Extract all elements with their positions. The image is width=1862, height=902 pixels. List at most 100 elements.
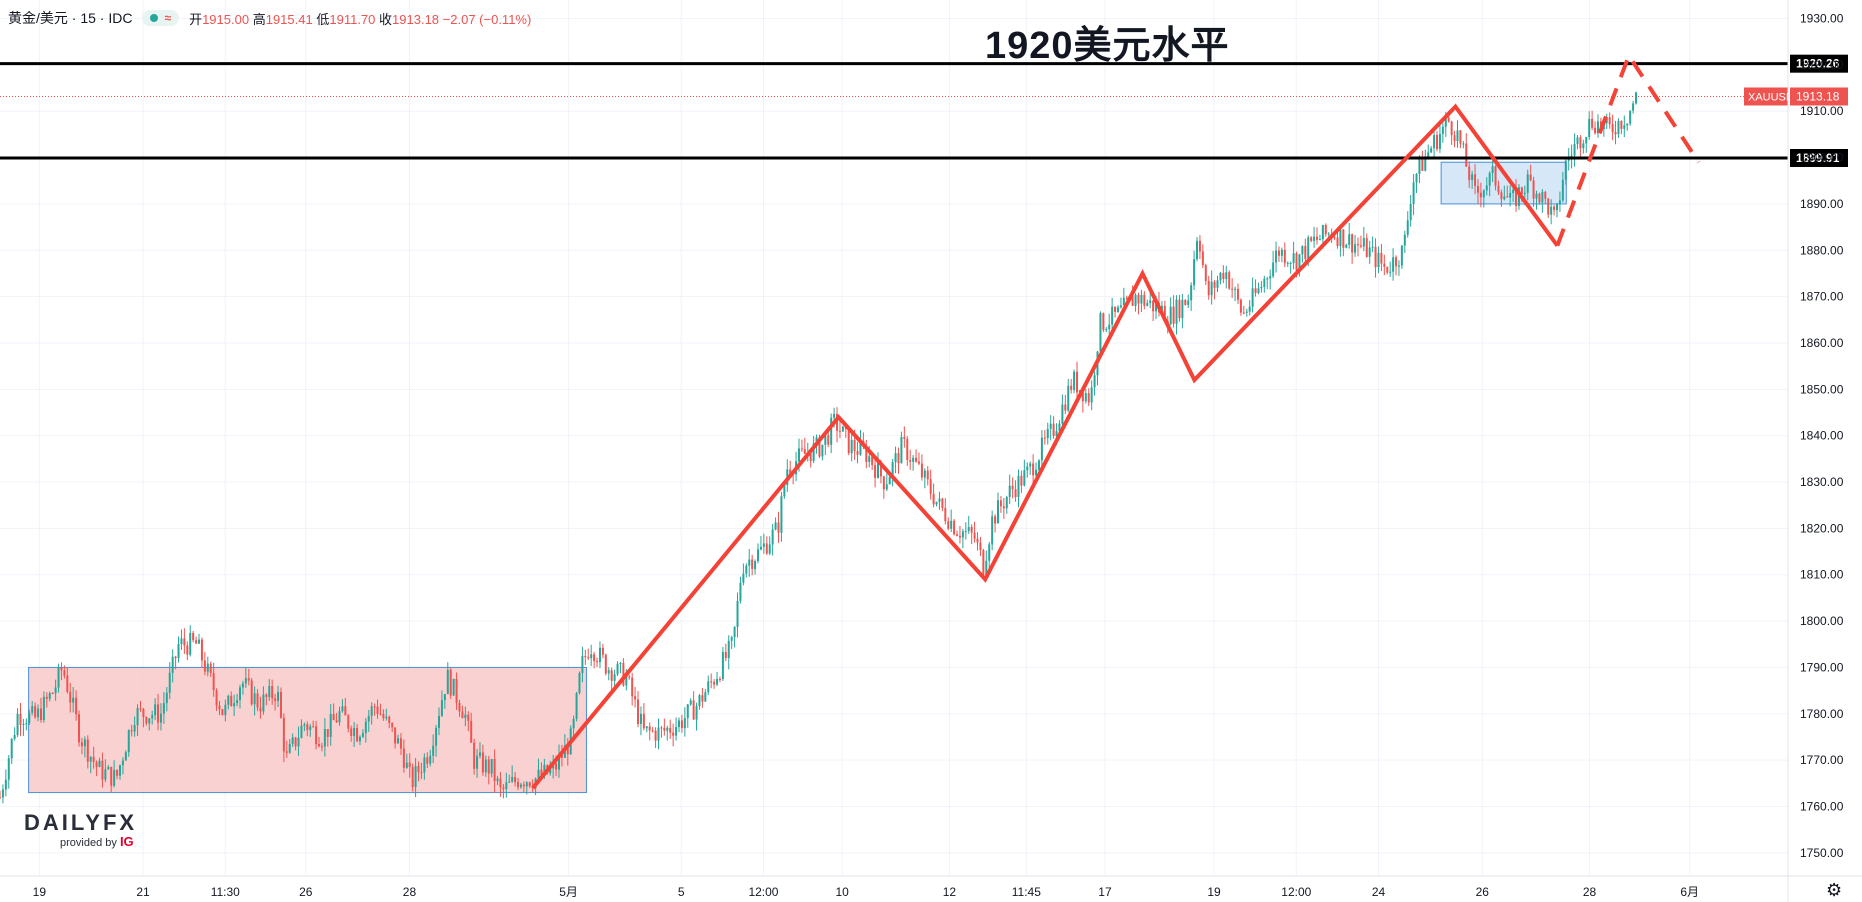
candle-body [1289,262,1292,264]
candle-body [1333,237,1336,239]
candle-body [473,742,476,769]
candle-body [238,687,241,701]
candle-body [1207,280,1210,296]
candle-body [692,700,695,720]
candle-body [1213,281,1216,288]
close-value: 1913.18 [392,11,440,27]
candle-body [177,644,180,659]
candle-body [1406,220,1409,235]
candle-body [956,534,959,536]
candle-body [1626,123,1629,126]
candle-body [376,706,379,714]
candle-body [1137,294,1140,304]
candle-body [1468,166,1471,181]
price-tick-label: 1910.00 [1800,104,1844,118]
candle-body [1190,285,1193,301]
candle-body [279,691,282,718]
zigzag-trend-line[interactable] [531,103,1559,790]
logo-provided: provided by [60,837,117,849]
candle-body [865,446,868,462]
candle-body [1400,245,1403,266]
candle-body [1146,303,1149,306]
candle-body [1576,137,1579,145]
candle-body [124,752,127,761]
candle-body [326,729,329,737]
candle-body [236,700,239,704]
candle-body [598,647,601,663]
candle-body [1509,193,1512,198]
candle-body [765,543,768,554]
candle-body [645,726,648,729]
candle-body [710,681,713,683]
candle-body [575,693,578,719]
candle-body [1579,137,1582,149]
candle-body [634,696,637,700]
candle-body [1365,238,1368,257]
candle-body [1061,404,1064,424]
candle-body [915,457,918,462]
candle-body [171,656,174,673]
candle-body [1629,110,1632,124]
candle-body [540,769,543,777]
candle-body [797,448,800,462]
candle-body [555,763,558,770]
candle-body [1210,281,1213,296]
symbol-title[interactable]: 黄金/美元 · 15 · IDC [8,10,133,26]
candle-body [900,436,903,464]
price-tick-label: 1830.00 [1800,475,1844,489]
horizontal-levels[interactable]: 1920.26 1899.91 XAUUSD 1913.18 [0,54,1848,168]
candle-body [1064,404,1067,411]
trend-lines[interactable] [531,51,1701,790]
candle-body [259,707,262,712]
candle-body [519,784,522,788]
candle-body [1591,118,1594,128]
candle-body [1506,196,1509,198]
candle-body [557,755,560,770]
candle-body [288,744,291,753]
candle-body [613,674,616,681]
candle-body [417,765,420,773]
candle-body [929,479,932,494]
candle-body [1222,272,1225,280]
candle-body [446,669,449,695]
candle-body [420,772,423,774]
candle-body [282,717,285,752]
candle-body [25,723,28,725]
time-tick-label: 5月 [559,885,578,899]
candle-body [42,696,45,721]
time-tick-label: 12:00 [1281,885,1311,899]
projected-trend-line[interactable] [1555,51,1701,247]
logo-sub: provided by IG [60,834,137,849]
candle-body [689,700,692,705]
candle-body [1155,303,1158,312]
candle-body [619,662,622,664]
price-tick-label: 1810.00 [1800,568,1844,582]
price-axis[interactable]: 1750.00 1760.00 1770.00 1780.00 1790.00 1800.… [1787,0,1844,902]
settings-gear-icon[interactable]: ⚙ [1826,880,1843,900]
candle-body [408,762,411,768]
candle-body [1339,229,1342,246]
price-tick-label: 1780.00 [1800,707,1844,721]
candle-body [751,559,754,569]
candle-body [493,758,496,782]
candle-body [1248,306,1251,312]
candle-body [1,789,4,798]
candle-body [759,546,762,550]
low-label: 低 [316,11,330,27]
candle-body [285,751,288,753]
candle-body [601,647,604,655]
candle-body [358,736,361,742]
candle-body [7,758,10,780]
candle-body [1441,126,1444,134]
candle-body [625,676,628,686]
time-axis[interactable]: 19 21 11:30 26 28 5月 5 12:00 10 12 11:45 17 19 12:00 2… [0,875,1862,899]
candle-body [1228,272,1231,289]
status-pill[interactable]: ≈ [142,10,180,26]
candle-body [499,778,502,788]
candle-body [318,744,321,747]
candle-body [1436,135,1439,149]
time-tick-label: 26 [1476,885,1490,899]
candle-body [988,544,991,561]
candle-body [1430,148,1433,153]
